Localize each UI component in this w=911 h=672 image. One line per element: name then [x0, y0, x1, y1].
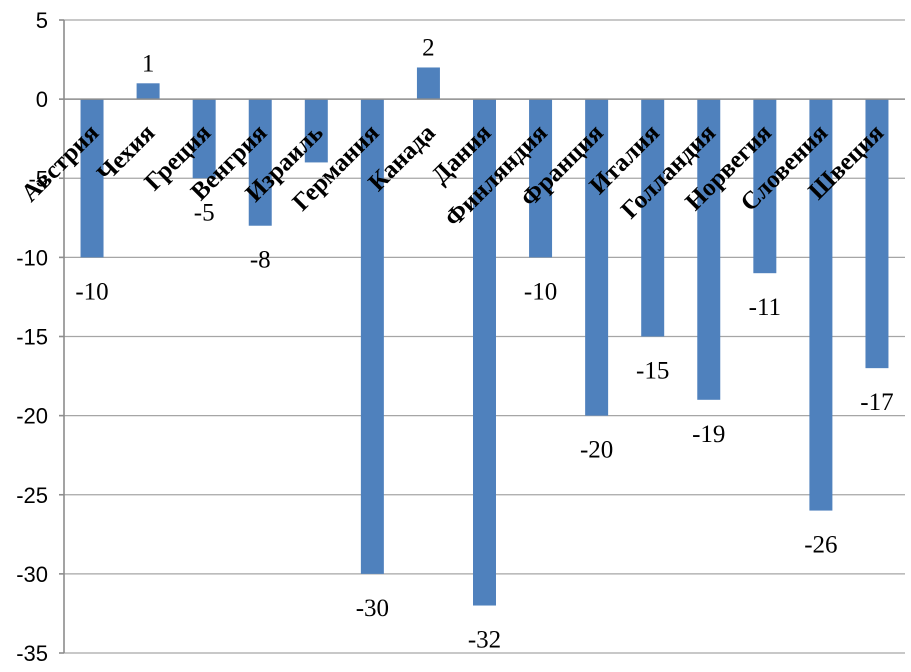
data-label: 1 [142, 50, 155, 77]
y-tick-label: -25 [16, 483, 48, 508]
bar [80, 99, 104, 258]
data-label: -32 [468, 627, 501, 654]
data-label: -20 [580, 437, 613, 464]
data-label: -10 [524, 278, 557, 305]
y-tick-label: -15 [16, 325, 48, 350]
data-label: -15 [636, 358, 669, 385]
y-tick-label: -30 [16, 562, 48, 587]
y-tick-label: 5 [36, 8, 48, 33]
data-label: -19 [692, 421, 725, 448]
data-label: -17 [860, 389, 893, 416]
y-tick-label: -10 [16, 245, 48, 270]
data-label: -10 [75, 278, 108, 305]
bar [304, 99, 328, 163]
axes [59, 19, 905, 654]
bars [80, 67, 889, 606]
bar [529, 99, 553, 258]
data-label: -11 [749, 294, 781, 321]
data-label: -26 [804, 532, 837, 559]
y-tick-label: -35 [16, 641, 48, 666]
y-tick-label: -5 [28, 166, 48, 191]
data-label: 2 [422, 34, 435, 61]
bar [641, 99, 665, 337]
bar [473, 99, 496, 606]
bar [248, 99, 272, 226]
data-label: -5 [194, 199, 215, 226]
data-label: -30 [356, 595, 389, 622]
bar [585, 99, 609, 416]
data-label: -8 [250, 247, 271, 274]
y-tick-label: -20 [16, 404, 48, 429]
bar [697, 99, 721, 400]
bar [809, 99, 833, 511]
bar [360, 99, 384, 574]
bar [192, 99, 216, 179]
bar [136, 83, 160, 100]
bar [753, 99, 777, 274]
y-tick-label: 0 [36, 87, 48, 112]
bar [865, 99, 889, 369]
bar [416, 67, 440, 100]
